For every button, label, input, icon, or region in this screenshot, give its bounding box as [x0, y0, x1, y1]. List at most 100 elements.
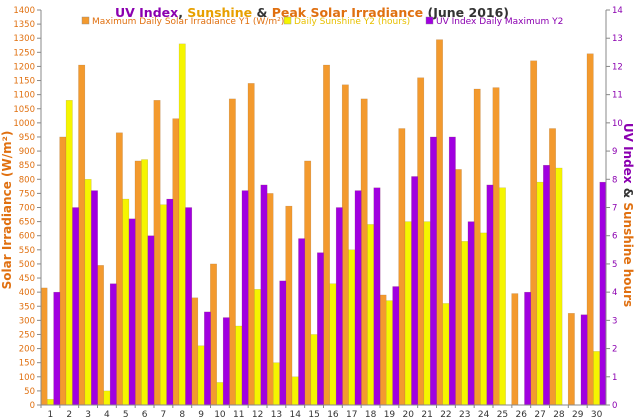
x-tick-label: 3: [85, 410, 91, 420]
y1-tick-label: 250: [19, 330, 35, 340]
bar-irradiance-day-5: [115, 132, 123, 406]
x-tick-label: 15: [308, 410, 319, 420]
x-tick-label: 21: [421, 410, 432, 420]
y1-tick-label: 1000: [13, 119, 35, 129]
y1-tick-label: 1350: [13, 20, 35, 30]
bar-sunshine-day-2: [65, 100, 73, 406]
bar-uv-index-day-17: [354, 190, 362, 406]
bar-uv-index-day-16: [335, 207, 343, 406]
y1-axis-label: Solar Irradiance (W/m²): [0, 131, 14, 290]
bar-irradiance-day-17: [341, 84, 349, 406]
bar-irradiance-day-20: [398, 128, 406, 406]
y1-tick-label: 200: [19, 345, 35, 355]
bar-irradiance-day-1: [40, 287, 48, 406]
bar-sunshine-day-18: [367, 224, 374, 406]
bar-irradiance-day-14: [285, 205, 293, 406]
x-tick-label: 9: [198, 410, 204, 420]
bar-uv-index-day-21: [430, 136, 437, 406]
bar-uv-index-day-9: [204, 311, 211, 406]
bar-sunshine-day-3: [84, 179, 92, 406]
legend-swatch: [81, 16, 90, 25]
y1-tick-label: 1300: [13, 34, 35, 44]
x-tick-label: 14: [290, 410, 302, 420]
bar-irradiance-day-26: [511, 293, 519, 406]
bar-sunshine-day-6: [141, 159, 148, 406]
bar-irradiance-day-28: [549, 128, 556, 406]
axis-lines: [40, 10, 607, 406]
y2-tick-label: 11: [612, 91, 623, 101]
bar-sunshine-day-30: [593, 351, 600, 406]
x-tick-label: 22: [440, 410, 451, 420]
bar-sunshine-day-13: [273, 362, 280, 406]
y1-tick-label: 800: [19, 175, 35, 185]
bar-irradiance-day-9: [191, 297, 199, 406]
bar-sunshine-day-7: [160, 204, 167, 406]
legend-swatch: [283, 16, 292, 25]
y2-tick-label: 13: [612, 34, 623, 44]
legend-label: UV Index Daily Maximum Y2: [436, 17, 563, 27]
bar-uv-index-day-20: [411, 176, 419, 406]
y2-tick-label: 12: [612, 62, 623, 72]
x-tick-label: 1: [48, 410, 54, 420]
bar-sunshine-day-1: [47, 399, 54, 406]
y1-tick-label: 750: [19, 189, 35, 199]
chart-title-part: ,: [178, 5, 187, 20]
y1-tick-label: 300: [19, 316, 35, 326]
y2-tick-label: 1: [612, 373, 617, 383]
bar-uv-index-day-12: [260, 184, 268, 406]
bar-sunshine-day-22: [442, 303, 450, 406]
x-tick-label: 29: [572, 410, 584, 420]
bar-sunshine-day-23: [461, 241, 469, 406]
legend-label: Maximum Daily Solar Irradiance Y1 (W/m²): [92, 17, 284, 27]
x-tick-label: 26: [516, 410, 528, 420]
x-tick-label: 8: [179, 410, 185, 420]
bar-irradiance-day-12: [247, 83, 255, 406]
bar-sunshine-day-8: [178, 43, 186, 406]
bar-irradiance-day-6: [134, 160, 142, 406]
x-tick-label: 6: [142, 410, 148, 420]
x-tick-label: 11: [233, 410, 244, 420]
y1-tick-label: 650: [19, 218, 35, 228]
x-tick-label: 12: [252, 410, 263, 420]
bar-uv-index-day-5: [128, 218, 136, 406]
bar-sunshine-day-25: [499, 187, 506, 406]
x-tick-label: 30: [591, 410, 603, 420]
y1-tick-label: 550: [19, 246, 35, 256]
x-tick-label: 19: [384, 410, 396, 420]
bar-irradiance-day-13: [266, 193, 274, 406]
bar-uv-index-day-8: [185, 207, 193, 406]
bar-sunshine-day-4: [103, 390, 111, 406]
y2-tick-label: 7: [612, 204, 617, 214]
x-tick-label: 13: [271, 410, 282, 420]
y1-tick-label: 600: [19, 232, 35, 242]
bar-sunshine-day-24: [480, 232, 487, 406]
bar-irradiance-day-24: [473, 88, 481, 406]
bar-irradiance-day-3: [78, 64, 86, 406]
bar-irradiance-day-30: [586, 53, 594, 406]
bars: [40, 39, 607, 406]
bar-sunshine-day-14: [291, 376, 299, 406]
bar-uv-index-day-23: [467, 221, 475, 406]
bar-irradiance-day-22: [436, 39, 443, 406]
y1-tick-label: 50: [24, 387, 35, 397]
chart-title-part: (June 2016): [423, 5, 509, 20]
y1-tick-label: 150: [19, 359, 35, 369]
y2-tick-label: 9: [612, 147, 617, 157]
bar-irradiance-day-15: [304, 160, 312, 406]
y2-axis-label-part: UV Index: [621, 123, 635, 184]
bar-uv-index-day-10: [222, 317, 230, 406]
y2-axis-label-part: &: [621, 184, 635, 203]
bar-uv-index-day-2: [72, 207, 80, 406]
y1-tick-label: 950: [19, 133, 35, 143]
bar-sunshine-day-17: [348, 249, 356, 406]
x-tick-label: 23: [459, 410, 470, 420]
x-tick-label: 20: [403, 410, 415, 420]
y1-tick-label: 850: [19, 161, 35, 171]
y2-axis-label: UV Index & Sunshine hours: [621, 123, 635, 307]
bar-irradiance-day-16: [323, 64, 330, 406]
y2-tick-label: 10: [612, 119, 623, 129]
chart-title-part: Sunshine: [187, 5, 252, 20]
bar-irradiance-day-18: [360, 98, 368, 406]
